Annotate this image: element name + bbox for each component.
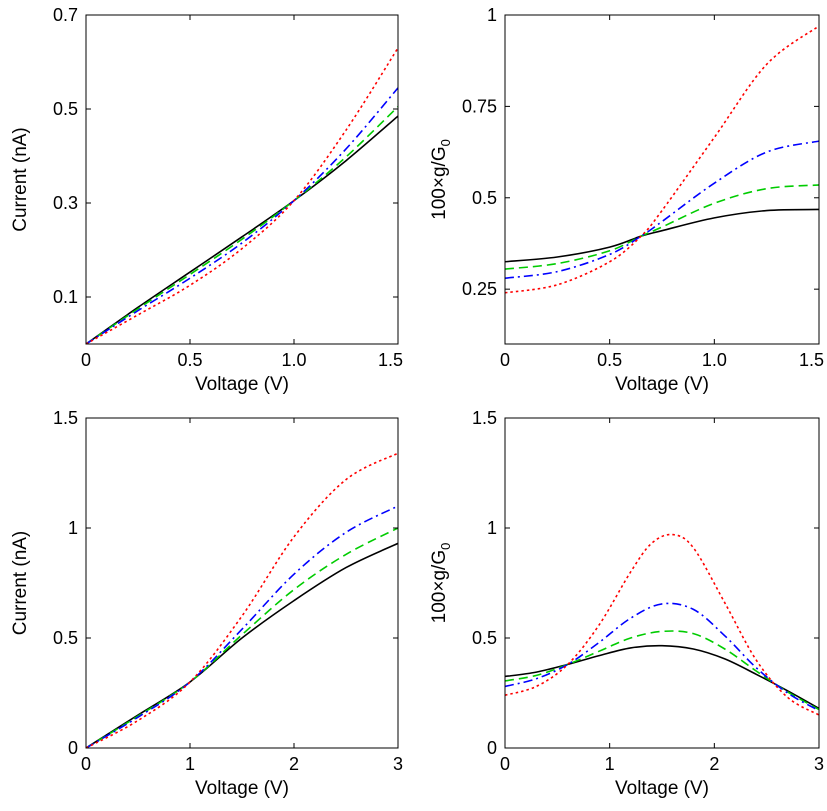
y-axis-label: 100×g/G0 bbox=[429, 543, 453, 624]
y-tick-label: 1 bbox=[487, 5, 497, 25]
x-tick-label: 0 bbox=[500, 350, 510, 370]
x-tick-label: 1 bbox=[605, 754, 615, 774]
x-axis-label: Voltage (V) bbox=[195, 778, 289, 799]
series-line-4 bbox=[86, 452, 398, 748]
series-line-1 bbox=[505, 208, 819, 263]
series-line-1 bbox=[505, 644, 819, 710]
x-tick-label: 1 bbox=[185, 754, 195, 774]
y-tick-label: 0.3 bbox=[53, 193, 78, 213]
y-axis-label-text: 100×g/G bbox=[429, 146, 450, 219]
chart-panel-1: 0 0.5 1.0 1.5 0.1 0.3 0.5 0.7 Voltage (V) Current… bbox=[10, 5, 403, 395]
x-tick-label: 3 bbox=[814, 754, 824, 774]
x-tick-label: 0.5 bbox=[597, 350, 622, 370]
y-axis-label: Current (nA) bbox=[10, 531, 31, 636]
y-tick-label: 0.75 bbox=[462, 96, 497, 116]
series-line-3 bbox=[86, 505, 398, 748]
series-line-4 bbox=[86, 47, 398, 344]
series-line-3 bbox=[505, 602, 819, 712]
y-tick-label: 0.1 bbox=[53, 287, 78, 307]
x-tick-label: 1.5 bbox=[378, 350, 403, 370]
y-tick-label: 0.25 bbox=[462, 279, 497, 299]
y-axis-label-subscript: 0 bbox=[438, 543, 453, 550]
series-line-3 bbox=[86, 87, 398, 344]
x-tick-label: 3 bbox=[393, 754, 403, 774]
y-tick-label: 0.5 bbox=[53, 628, 78, 648]
y-tick-label: 1.5 bbox=[53, 408, 78, 428]
x-tick-label: 0 bbox=[81, 754, 91, 774]
x-axis-label: Voltage (V) bbox=[615, 374, 709, 395]
series-line-2 bbox=[505, 184, 819, 270]
y-axis-label: 100×g/G0 bbox=[429, 139, 453, 220]
y-tick-label: 0 bbox=[487, 738, 497, 758]
x-tick-label: 2 bbox=[289, 754, 299, 774]
x-tick-label: 0.5 bbox=[177, 350, 202, 370]
x-tick-label: 0 bbox=[500, 754, 510, 774]
y-axis-label: Current (nA) bbox=[10, 127, 31, 232]
y-tick-label: 0 bbox=[68, 738, 78, 758]
series-line-4 bbox=[505, 533, 819, 716]
y-tick-label: 0.5 bbox=[472, 628, 497, 648]
y-axis-label-subscript: 0 bbox=[438, 139, 453, 146]
y-tick-label: 1.5 bbox=[472, 408, 497, 428]
chart-panel-3: 0 1 2 3 0 0.5 1 1.5 Voltage (V) Current (nA) bbox=[10, 408, 403, 799]
chart-panel-2: 0 0.5 1.0 1.5 0.25 0.5 0.75 1 Voltage (V) 100×g/G… bbox=[429, 5, 824, 395]
series-line-3 bbox=[505, 140, 819, 279]
plot-frame bbox=[504, 417, 820, 749]
y-tick-label: 0.7 bbox=[53, 5, 78, 25]
y-tick-label: 0.5 bbox=[53, 99, 78, 119]
plot-frame bbox=[504, 14, 820, 345]
y-axis-label-text: Current (nA) bbox=[10, 531, 31, 636]
x-tick-label: 0 bbox=[81, 350, 91, 370]
series-line-1 bbox=[86, 542, 398, 748]
y-tick-label: 0.5 bbox=[472, 188, 497, 208]
x-tick-label: 1.0 bbox=[281, 350, 306, 370]
series-line-1 bbox=[86, 115, 398, 344]
series-line-2 bbox=[86, 527, 398, 748]
x-tick-label: 1.0 bbox=[702, 350, 727, 370]
y-axis-label-text: 100×g/G bbox=[429, 550, 450, 623]
x-tick-label: 2 bbox=[709, 754, 719, 774]
y-tick-label: 1 bbox=[487, 518, 497, 538]
x-axis-label: Voltage (V) bbox=[615, 778, 709, 799]
series-line-2 bbox=[86, 106, 398, 344]
y-axis-label-text: Current (nA) bbox=[10, 127, 31, 232]
x-axis-label: Voltage (V) bbox=[195, 374, 289, 395]
y-tick-label: 1 bbox=[68, 518, 78, 538]
series-line-2 bbox=[505, 630, 819, 711]
plot-frame bbox=[85, 14, 399, 345]
x-tick-label: 1.5 bbox=[799, 350, 824, 370]
plot-frame bbox=[85, 417, 399, 749]
series-line-4 bbox=[505, 25, 819, 294]
